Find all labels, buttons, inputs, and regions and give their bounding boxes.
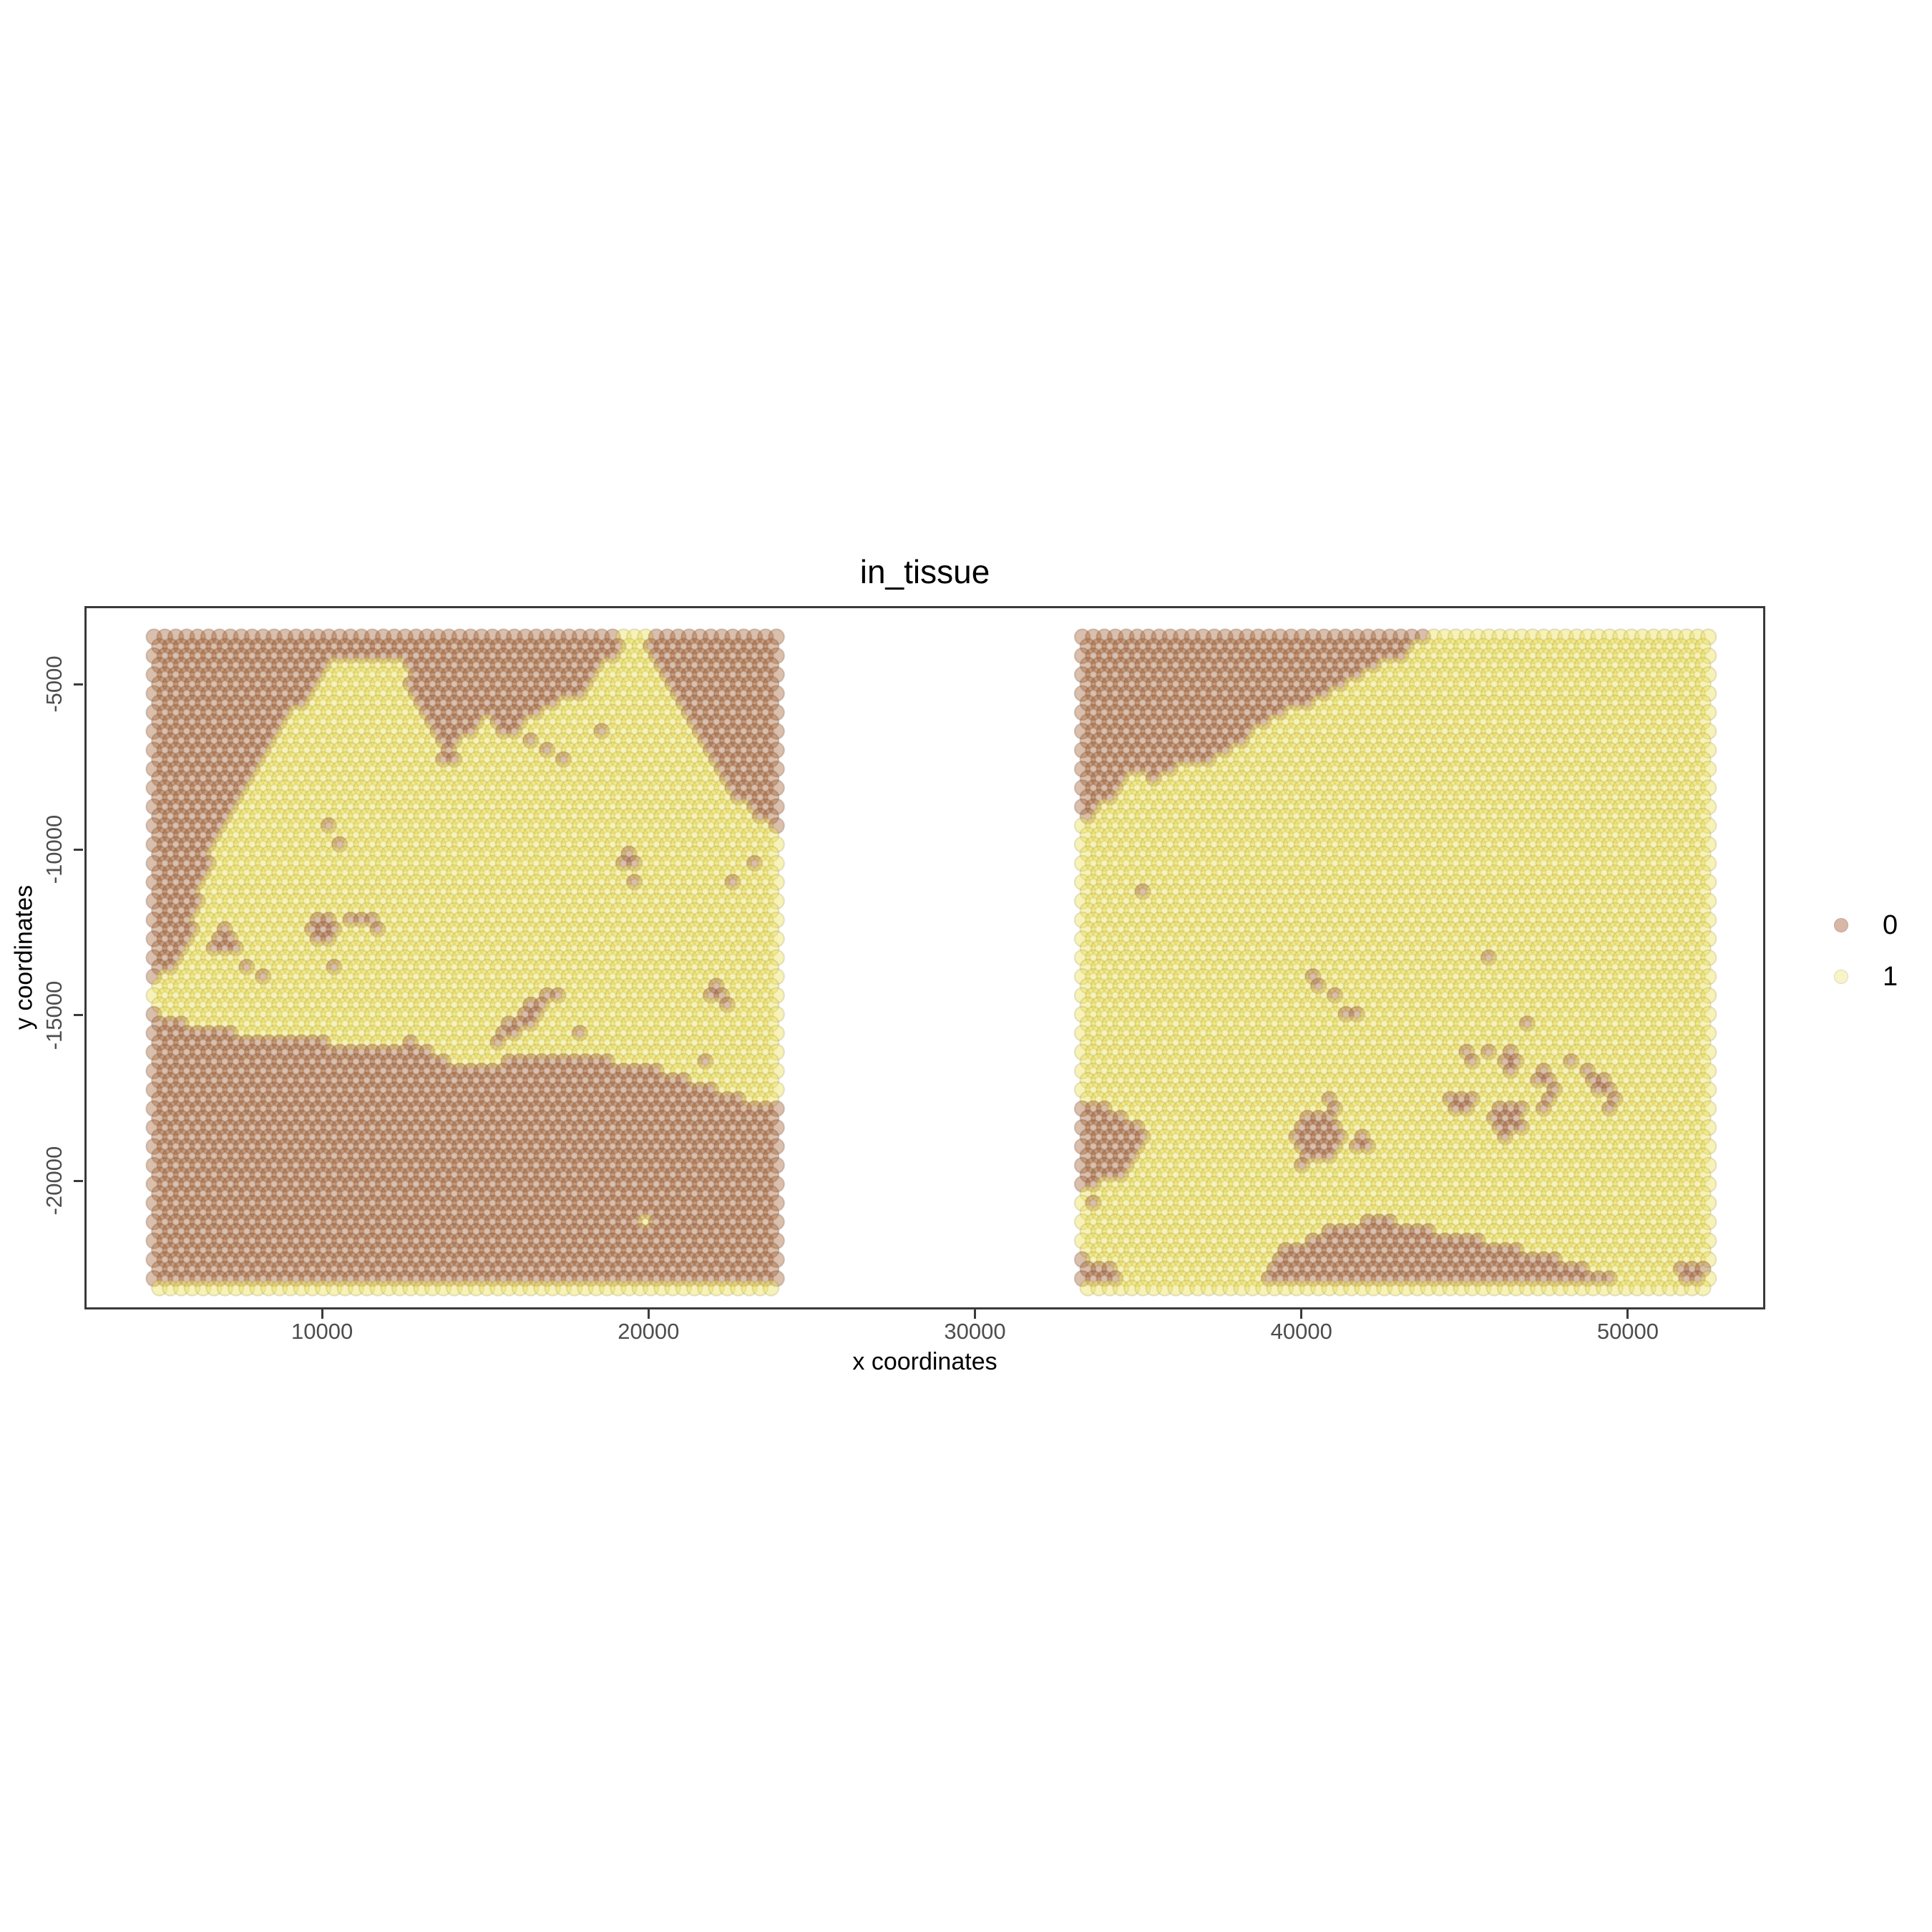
- y-tick-label: -5000: [42, 655, 67, 713]
- y-tick-mark: [74, 683, 83, 686]
- x-tick-mark: [647, 1309, 650, 1319]
- x-tick-mark: [1626, 1309, 1629, 1319]
- legend-entry-label: 0: [1883, 909, 1898, 940]
- y-tick-label: -20000: [42, 1146, 67, 1216]
- legend-swatch-dot: [1834, 970, 1848, 984]
- x-tick-label: 40000: [1270, 1319, 1332, 1344]
- y-tick-mark: [74, 848, 83, 851]
- x-tick-label: 30000: [944, 1319, 1006, 1344]
- x-tick-mark: [1300, 1309, 1303, 1319]
- legend-entry: 1: [1821, 960, 1898, 993]
- plot-panel-border: [84, 606, 1765, 1309]
- y-tick-label: -15000: [42, 980, 67, 1050]
- legend-swatch-dot: [1834, 918, 1848, 932]
- legend-entry: 0: [1821, 909, 1898, 942]
- y-tick-label: -10000: [42, 815, 67, 884]
- x-tick-label: 50000: [1596, 1319, 1659, 1344]
- legend-entry-label: 1: [1883, 961, 1898, 992]
- x-tick-mark: [974, 1309, 977, 1319]
- x-tick-label: 20000: [618, 1319, 680, 1344]
- x-tick-mark: [321, 1309, 323, 1319]
- chart-title: in_tissue: [859, 553, 990, 590]
- y-tick-mark: [74, 1014, 83, 1017]
- x-tick-label: 10000: [291, 1319, 353, 1344]
- y-tick-mark: [74, 1179, 83, 1182]
- y-axis-title: y coordinates: [10, 884, 38, 1030]
- x-axis-title: x coordinates: [852, 1348, 997, 1375]
